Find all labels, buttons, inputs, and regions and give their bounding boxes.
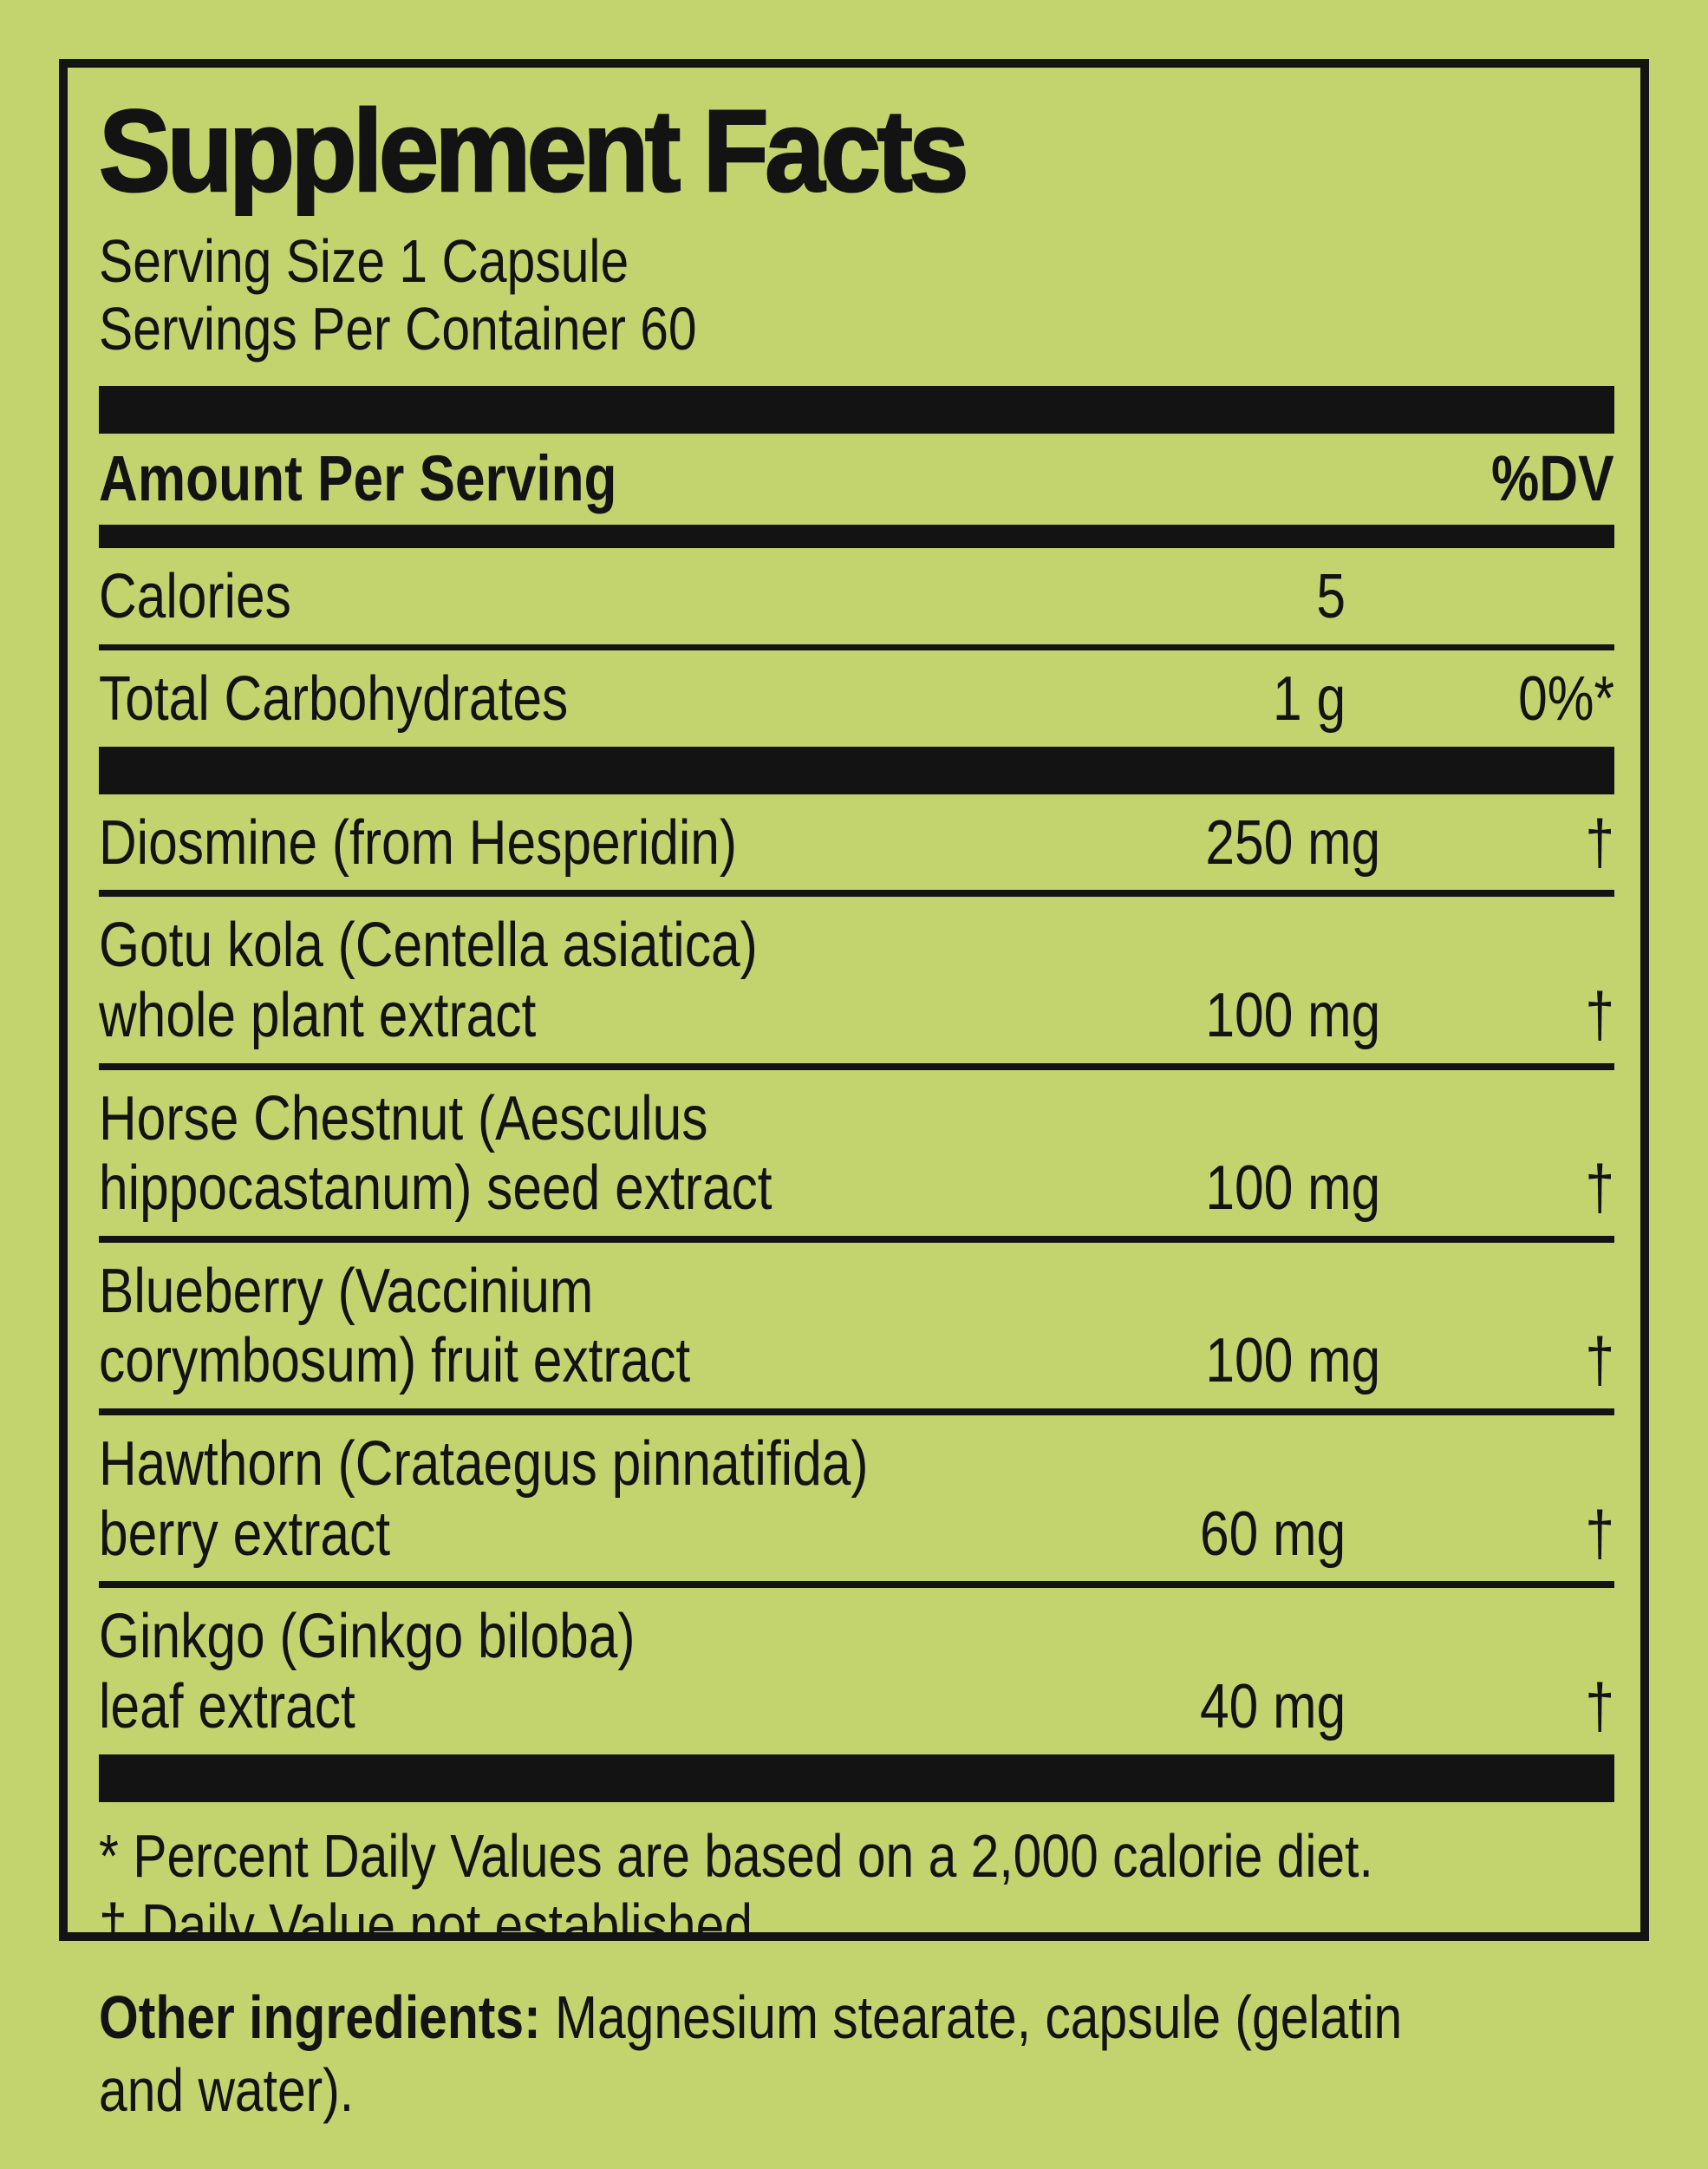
nutrient-amount: 40 mg bbox=[1200, 1671, 1346, 1741]
nutrient-name: Total Carbohydrates bbox=[99, 664, 569, 735]
thick-divider-bar-middle bbox=[99, 746, 1614, 794]
separator-rule bbox=[99, 890, 1614, 898]
row-total-carbohydrates: Total Carbohydrates 1 g 0%* bbox=[99, 650, 1614, 747]
nutrient-dv: † bbox=[1585, 1153, 1614, 1224]
nutrient-name: Hawthorn (Crataegus pinnatifida) berry e… bbox=[99, 1429, 869, 1569]
row-ginkgo: Ginkgo (Ginkgo biloba) leaf extract 40 m… bbox=[99, 1588, 1614, 1754]
separator-rule bbox=[99, 1408, 1614, 1416]
serving-size-line: Serving Size 1 Capsule bbox=[99, 227, 629, 295]
nutrient-dv: † bbox=[1585, 807, 1614, 878]
nutrient-name: Calories bbox=[99, 562, 291, 632]
other-ingredients-text: Other ingredients: Magnesium stearate, c… bbox=[99, 1981, 1590, 2127]
nutrient-name: Diosmine (from Hesperidin) bbox=[99, 807, 738, 878]
nutrient-name: Ginkgo (Ginkgo biloba) leaf extract bbox=[99, 1602, 636, 1741]
separator-rule bbox=[99, 1581, 1614, 1589]
amount-per-serving-header: Amount Per Serving bbox=[99, 441, 617, 514]
row-diosmine: Diosmine (from Hesperidin) 250 mg † bbox=[99, 794, 1614, 891]
column-header-row: Amount Per Serving %DV bbox=[99, 434, 1614, 526]
medium-divider-bar bbox=[99, 525, 1614, 549]
servings-per-container-line: Servings Per Container 60 bbox=[99, 295, 697, 363]
separator-rule bbox=[99, 1062, 1614, 1070]
nutrient-amount: 250 mg bbox=[1205, 807, 1381, 878]
panel-title-text: Supplement Facts bbox=[98, 87, 970, 216]
nutrient-dv bbox=[1346, 562, 1614, 632]
nutrient-dv: 0%* bbox=[1518, 664, 1614, 735]
separator-rule bbox=[99, 1235, 1614, 1243]
row-blueberry: Blueberry (Vaccinium corymbosum) fruit e… bbox=[99, 1243, 1614, 1408]
nutrient-amount: 60 mg bbox=[1200, 1499, 1346, 1569]
row-calories: Calories 5 bbox=[99, 548, 1614, 644]
nutrient-amount: 1 g bbox=[1272, 664, 1346, 735]
nutrient-amount: 100 mg bbox=[1205, 980, 1381, 1050]
footnotes: * Percent Daily Values are based on a 2,… bbox=[99, 1821, 1614, 1941]
row-horse-chestnut: Horse Chestnut (Aesculus hippocastanum) … bbox=[99, 1070, 1614, 1236]
supplement-facts-panel: Supplement Facts Serving Size 1 Capsule … bbox=[59, 59, 1649, 1941]
nutrient-name: Blueberry (Vaccinium corymbosum) fruit e… bbox=[99, 1256, 691, 1396]
dv-header: %DV bbox=[1491, 441, 1614, 514]
nutrient-dv: † bbox=[1585, 1671, 1614, 1741]
nutrient-dv: † bbox=[1585, 1499, 1614, 1569]
nutrient-dv: † bbox=[1585, 1326, 1614, 1396]
footnote-dv-not-established: † Daily Value not established. bbox=[99, 1891, 767, 1941]
footnote-daily-values: * Percent Daily Values are based on a 2,… bbox=[99, 1821, 1373, 1890]
other-ingredients-line2: and water). bbox=[99, 2056, 355, 2124]
thick-divider-bar-bottom bbox=[99, 1754, 1614, 1802]
nutrient-amount: 100 mg bbox=[1205, 1153, 1381, 1224]
nutrient-name: Gotu kola (Centella asiatica) whole plan… bbox=[99, 911, 758, 1050]
nutrient-dv: † bbox=[1585, 980, 1614, 1050]
other-ingredients-label: Other ingredients: bbox=[99, 1983, 541, 2051]
row-gotu-kola: Gotu kola (Centella asiatica) whole plan… bbox=[99, 897, 1614, 1062]
nutrient-amount: 5 bbox=[1316, 562, 1346, 632]
separator-rule bbox=[99, 644, 1614, 651]
other-ingredients-line1: Magnesium stearate, capsule (gelatin bbox=[554, 1983, 1403, 2051]
nutrient-name: Horse Chestnut (Aesculus hippocastanum) … bbox=[99, 1083, 773, 1224]
panel-title: Supplement Facts bbox=[98, 87, 1614, 216]
row-hawthorn: Hawthorn (Crataegus pinnatifida) berry e… bbox=[99, 1415, 1614, 1581]
nutrient-amount: 100 mg bbox=[1205, 1326, 1381, 1396]
thick-divider-bar-top bbox=[99, 385, 1614, 434]
